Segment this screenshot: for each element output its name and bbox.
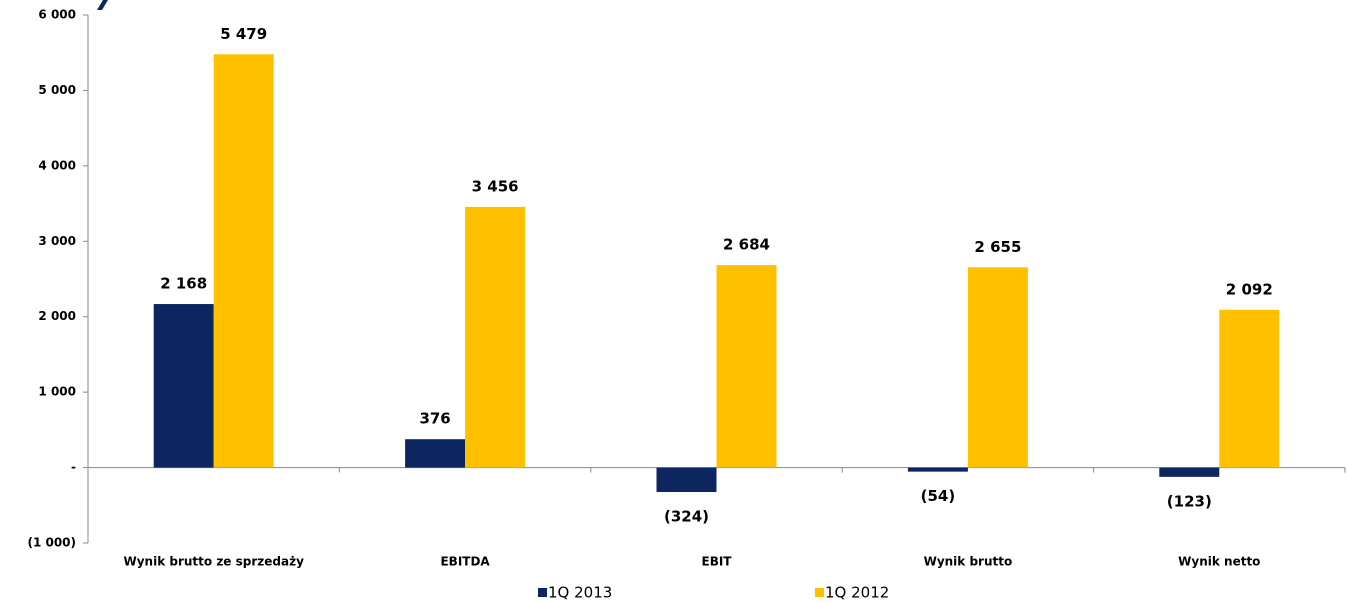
y-tick-label: 6 000 [38, 8, 76, 22]
bar [213, 54, 274, 468]
legend-swatch [538, 588, 547, 597]
value-label: 5 479 [220, 25, 267, 43]
y-tick-label: 5 000 [38, 83, 76, 97]
value-label: 2 684 [723, 236, 770, 254]
y-tick-label: 3 000 [38, 234, 76, 248]
x-tick-label: Wynik brutto [924, 555, 1013, 569]
x-tick-label: EBITDA [440, 555, 490, 569]
y-tick-label: 1 000 [38, 385, 76, 399]
bar [907, 467, 968, 472]
value-label: 2 655 [974, 238, 1021, 256]
bar [1219, 309, 1280, 468]
bar [1159, 467, 1220, 477]
y-tick-label: 4 000 [38, 158, 76, 172]
value-label: (324) [664, 508, 709, 526]
value-label: 2 092 [1226, 280, 1273, 298]
value-label: (123) [1167, 492, 1212, 510]
legend-swatch [815, 588, 824, 597]
bar [656, 467, 717, 493]
legend-label: 1Q 2013 [548, 584, 612, 602]
bar [153, 304, 214, 468]
bar [967, 267, 1028, 468]
x-tick-label: Wynik brutto ze sprzedaży [124, 555, 305, 569]
value-label: 2 168 [160, 275, 207, 293]
y-tick-label: - [71, 460, 76, 474]
bar [465, 206, 526, 468]
x-tick-label: Wynik netto [1178, 555, 1260, 569]
value-label: 376 [419, 410, 450, 428]
value-label: 3 456 [472, 177, 519, 195]
y-tick-label: 2 000 [38, 309, 76, 323]
x-tick-label: EBIT [702, 555, 733, 569]
decoration [97, 0, 108, 10]
bar [405, 439, 466, 468]
value-label: (54) [921, 487, 956, 505]
legend-label: 1Q 2012 [825, 584, 889, 602]
y-tick-label: (1 000) [27, 536, 76, 550]
bar [716, 265, 777, 468]
